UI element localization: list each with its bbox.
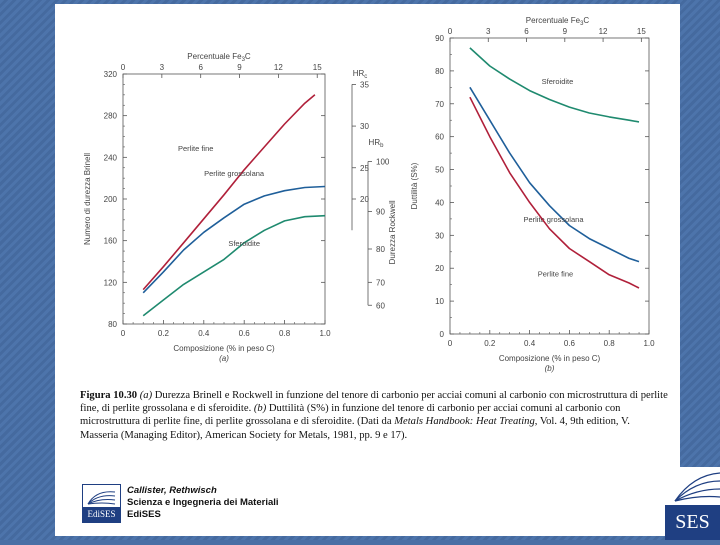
book-publisher: EdiSES: [127, 509, 161, 520]
caption-source-title: Metals Handbook: Heat Treating: [394, 416, 535, 428]
panel-b-y-tick-label: 20: [435, 264, 444, 273]
panel-b-series-label: Sferoidite: [542, 77, 574, 86]
panel-a-x-tick-label: 1.0: [319, 329, 331, 338]
hrc-tick-label: 30: [360, 122, 369, 131]
panel-b-panel-label: (b): [545, 364, 555, 373]
slide: 0 0.2 0.4 0.6 0.8 1.0 0 3 6 9 12 15 Percentuale Fe3C…: [55, 4, 680, 536]
panel-b-series-line: [469, 86, 640, 263]
panel-a-top-tick-label: 9: [237, 63, 242, 72]
panel-b-y-tick-label: 30: [435, 231, 444, 240]
corner-logo-icon: [665, 472, 720, 540]
panel-a-y-tick-label: 240: [104, 153, 118, 162]
panel-a-y-tick-label: 280: [104, 112, 118, 121]
logo-name: EdiSES: [83, 507, 120, 522]
panel-a-plot-frame: [122, 73, 326, 325]
book-info: Callister, Rethwisch Scienza e Ingegneri…: [127, 485, 327, 521]
panel-b-series-line: [469, 96, 640, 289]
panel-b-x-tick-label: 0.4: [524, 339, 536, 348]
edises-logo: EdiSES: [82, 484, 121, 523]
panel-a-x-tick-label: 0.2: [158, 329, 170, 338]
panel-a-top-tick-label: 0: [121, 63, 126, 72]
panel-b-y-tick-label: 50: [435, 166, 444, 175]
caption-marker-b: (b): [253, 403, 267, 415]
panel-a-y-tick-label: 160: [104, 237, 118, 246]
caption-text-a: Durezza Brinell e Rockwell in funzione d…: [80, 390, 668, 415]
hrb-axis-label: HRb: [369, 138, 385, 149]
panel-a-series-line: [142, 214, 326, 317]
panel-b-x-axis-label: Composizione (% in peso C): [499, 354, 601, 363]
caption-text-b: Duttilità (S%) in funzione del tenore di…: [80, 403, 621, 428]
panel-b-top-tick-label: 15: [637, 27, 646, 36]
panel-b-top-tick-label: 3: [486, 27, 491, 36]
hrb-tick-label: 90: [376, 208, 385, 217]
hrb-tick-label: 70: [376, 278, 385, 287]
hrc-tick-label: 25: [360, 164, 369, 173]
panel-a-top-tick-label: 12: [274, 63, 283, 72]
hrc-axis-label: HRc: [353, 69, 368, 80]
panel-b-top-tick-label: 9: [563, 27, 568, 36]
panel-a-series-line: [142, 94, 316, 291]
panel-b-top-tick-label: 6: [524, 27, 529, 36]
panel-a-x-tick-label: 0.4: [198, 329, 210, 338]
panel-b-top-tick-label: 12: [599, 27, 608, 36]
hrb-tick-label: 80: [376, 245, 385, 254]
panel-a-top-tick-label: 3: [160, 63, 165, 72]
panel-a-top-tick-label: 6: [198, 63, 203, 72]
panel-b-y-tick-label: 60: [435, 133, 444, 142]
panel-b-series-label: Perlite grossolana: [523, 215, 584, 224]
logo-lines-icon: [87, 491, 116, 505]
panel-a-top-axis-label: Percentuale Fe3C: [187, 52, 251, 63]
hrc-tick-label: 20: [360, 195, 369, 204]
caption-figure-label: Figura 10.30: [80, 390, 138, 401]
panel-b-y-axis-label: Duttilità (S%): [410, 162, 419, 209]
panel-a-x-tick-label: 0.8: [279, 329, 291, 338]
caption-source-rest: , Vol. 4, 9th edition, V. Masseria (Mana…: [80, 416, 630, 441]
panel-b-y-tick-label: 80: [435, 67, 444, 76]
panel-a-x-tick-label: 0.6: [239, 329, 251, 338]
panel-a-x-tick-label: 0: [121, 329, 126, 338]
panel-b-x-tick-label: 0.6: [564, 339, 576, 348]
panel-b-y-tick-label: 40: [435, 198, 444, 207]
panel-b-top-axis-label: Percentuale Fe3C: [526, 16, 590, 27]
panel-a-y-axis-label: Numero di durezza Brinell: [83, 153, 92, 245]
panel-b-top-tick-label: 0: [448, 27, 453, 36]
chart-figure: 0 0.2 0.4 0.6 0.8 1.0 0 3 6 9 12 15 Percentuale Fe3C…: [83, 16, 655, 373]
corner-logo-text: SES: [675, 511, 710, 533]
corner-logo: SES: [665, 467, 720, 540]
panel-a-top-tick-label: 15: [313, 63, 322, 72]
panel-b-x-tick-label: 0.2: [484, 339, 496, 348]
panel-b-y-tick-label: 90: [435, 34, 444, 43]
panel-b-y-tick-label: 0: [440, 330, 445, 339]
panel-a-y-tick-label: 120: [104, 278, 118, 287]
panel-b-x-tick-label: 1.0: [643, 339, 655, 348]
panel-a-x-axis-label: Composizione (% in peso C): [173, 344, 275, 353]
book-authors: Callister, Rethwisch: [127, 485, 217, 496]
panel-a-series-label: Perlite fine: [178, 144, 213, 153]
panel-b-y-tick-label: 10: [435, 297, 444, 306]
panel-a-series-line: [142, 185, 326, 294]
rockwell-axis-label: Durezza Rockwell: [388, 200, 397, 264]
hrb-tick-label: 60: [376, 301, 385, 310]
figure-caption: Figura 10.30 (a) Durezza Brinell e Rockw…: [80, 389, 670, 442]
book-title: Scienza e Ingegneria dei Materiali: [127, 497, 279, 508]
caption-marker-a: (a): [139, 390, 153, 401]
panel-b-series-line: [469, 47, 640, 123]
panel-a-y-tick-label: 80: [108, 320, 117, 329]
panel-b-series-label: Perlite fine: [538, 269, 573, 278]
panel-a-panel-label: (a): [219, 354, 229, 363]
panel-a-y-tick-label: 320: [104, 70, 118, 79]
panel-a-series-label: Perlite grossolana: [204, 169, 265, 178]
panel-b-x-tick-label: 0.8: [604, 339, 616, 348]
panel-a-y-tick-label: 200: [104, 195, 118, 204]
panel-b-x-tick-label: 0: [448, 339, 453, 348]
panel-a-series-label: Sferoidite: [228, 239, 260, 248]
hrb-tick-label: 100: [376, 158, 390, 167]
hrc-tick-label: 35: [360, 80, 369, 89]
panel-b-y-tick-label: 70: [435, 100, 444, 109]
